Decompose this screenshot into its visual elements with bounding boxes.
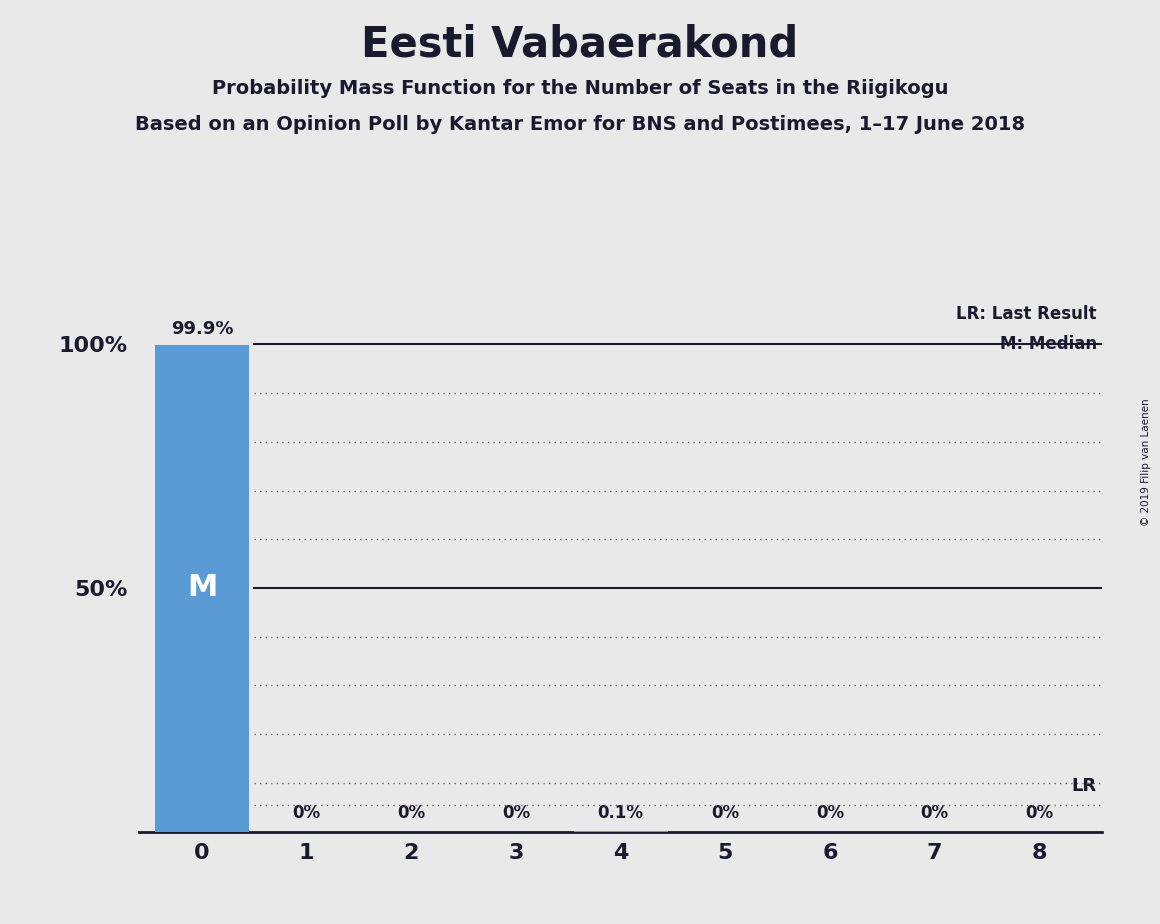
Text: 0%: 0%	[921, 804, 949, 821]
Text: LR: Last Result: LR: Last Result	[956, 306, 1096, 323]
Text: Eesti Vabaerakond: Eesti Vabaerakond	[362, 23, 798, 65]
Text: © 2019 Filip van Laenen: © 2019 Filip van Laenen	[1140, 398, 1151, 526]
Text: Probability Mass Function for the Number of Seats in the Riigikogu: Probability Mass Function for the Number…	[212, 79, 948, 98]
Text: M: M	[187, 574, 217, 602]
Text: 0%: 0%	[711, 804, 739, 821]
Text: 0%: 0%	[1025, 804, 1053, 821]
Text: 99.9%: 99.9%	[171, 320, 233, 337]
Text: 0%: 0%	[815, 804, 844, 821]
Text: M: Median: M: Median	[1000, 334, 1096, 353]
Text: 0%: 0%	[502, 804, 530, 821]
Text: Based on an Opinion Poll by Kantar Emor for BNS and Postimees, 1–17 June 2018: Based on an Opinion Poll by Kantar Emor …	[135, 116, 1025, 135]
Bar	[155, 345, 249, 832]
Text: 0%: 0%	[292, 804, 320, 821]
Text: 0%: 0%	[397, 804, 426, 821]
Text: 0.1%: 0.1%	[597, 804, 644, 821]
Text: LR: LR	[1072, 777, 1096, 795]
